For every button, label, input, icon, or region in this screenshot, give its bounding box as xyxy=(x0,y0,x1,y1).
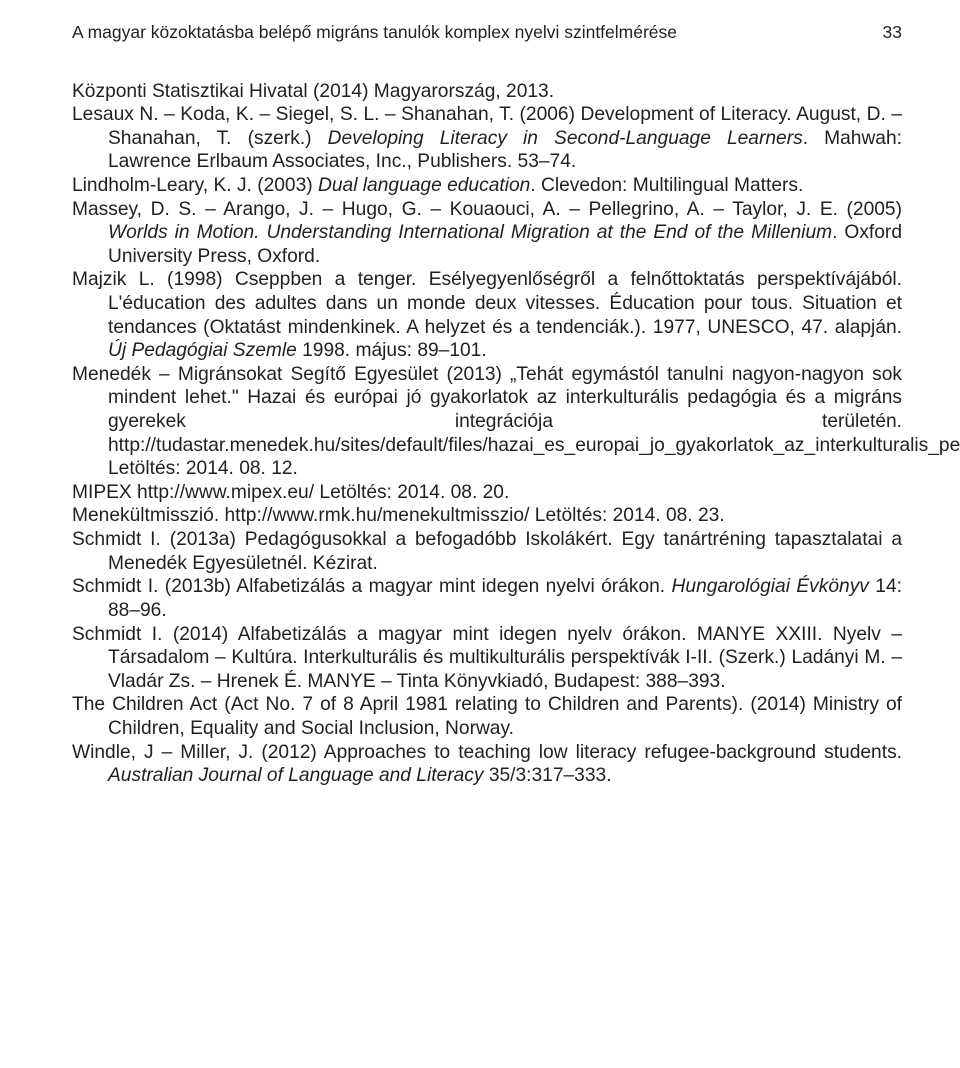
reference-entry: Majzik L. (1998) Cseppben a tenger. Esél… xyxy=(72,268,902,362)
reference-entry: MIPEX http://www.mipex.eu/ Letöltés: 201… xyxy=(72,481,902,505)
page-number: 33 xyxy=(883,22,902,44)
reference-entry: Massey, D. S. – Arango, J. – Hugo, G. – … xyxy=(72,198,902,269)
reference-entry: Lesaux N. – Koda, K. – Siegel, S. L. – S… xyxy=(72,103,902,174)
reference-entry: Schmidt I. (2013a) Pedagógusokkal a befo… xyxy=(72,528,902,575)
running-header: A magyar közoktatásba belépő migráns tan… xyxy=(72,22,902,44)
reference-entry: Menekültmisszió. http://www.rmk.hu/menek… xyxy=(72,504,902,528)
references-block: Központi Statisztikai Hivatal (2014) Mag… xyxy=(72,80,902,788)
reference-entry: Lindholm-Leary, K. J. (2003) Dual langua… xyxy=(72,174,902,198)
running-title: A magyar közoktatásba belépő migráns tan… xyxy=(72,22,677,44)
reference-entry: Windle, J – Miller, J. (2012) Approaches… xyxy=(72,741,902,788)
reference-entry: Menedék – Migránsokat Segítő Egyesület (… xyxy=(72,363,902,481)
reference-entry: Központi Statisztikai Hivatal (2014) Mag… xyxy=(72,80,902,104)
reference-entry: Schmidt I. (2013b) Alfabetizálás a magya… xyxy=(72,575,902,622)
reference-entry: Schmidt I. (2014) Alfabetizálás a magyar… xyxy=(72,623,902,694)
reference-entry: The Children Act (Act No. 7 of 8 April 1… xyxy=(72,693,902,740)
